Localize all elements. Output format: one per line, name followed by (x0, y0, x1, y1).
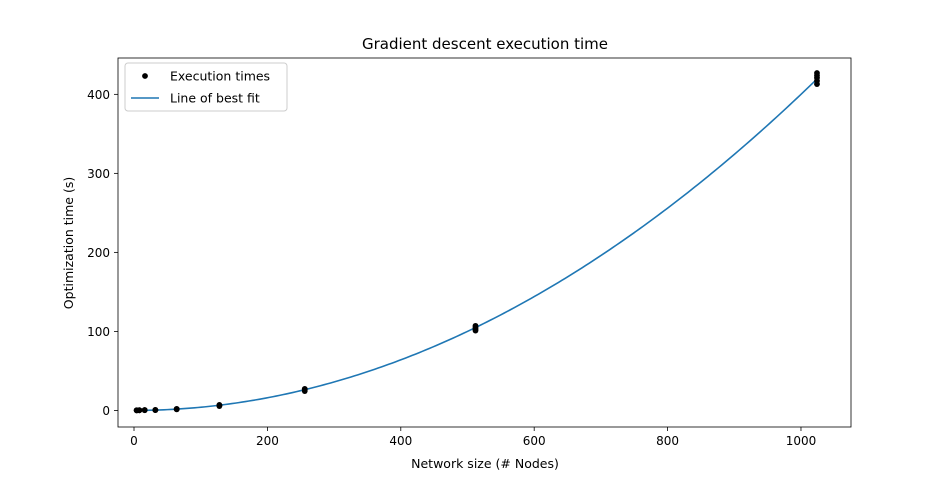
x-axis-label: Network size (# Nodes) (411, 456, 559, 471)
x-tick-label: 0 (130, 434, 138, 448)
legend-label-points: Execution times (170, 69, 270, 84)
data-point (141, 407, 148, 413)
axis-ticks: 0 200 400 600 800 1000 0 100 200 300 400 (87, 88, 816, 448)
data-point (152, 407, 159, 413)
data-point (301, 386, 308, 392)
x-tick-label: 600 (523, 434, 546, 448)
x-tick-label: 800 (656, 434, 679, 448)
x-tick-label: 200 (256, 434, 279, 448)
data-point (814, 70, 820, 76)
y-tick-label: 400 (87, 88, 110, 102)
legend-label-line: Line of best fit (170, 91, 260, 106)
plot-frame (117, 57, 852, 428)
y-tick-label: 200 (87, 246, 110, 260)
data-point (472, 322, 479, 329)
data-point (136, 407, 143, 414)
plot-area (117, 57, 852, 428)
y-axis-label: Optimization time (s) (61, 177, 76, 309)
legend-marker-points (142, 73, 148, 79)
legend: Execution times Line of best fit (124, 62, 288, 112)
y-tick-label: 100 (87, 325, 110, 339)
x-tick-label: 400 (389, 434, 412, 448)
y-tick-label: 0 (102, 404, 110, 418)
chart-title: Gradient descent execution time (362, 35, 608, 53)
y-tick-label: 300 (87, 167, 110, 181)
data-point (216, 402, 223, 408)
data-point (173, 406, 180, 412)
x-tick-label: 1000 (786, 434, 817, 448)
legend-box (124, 62, 288, 112)
